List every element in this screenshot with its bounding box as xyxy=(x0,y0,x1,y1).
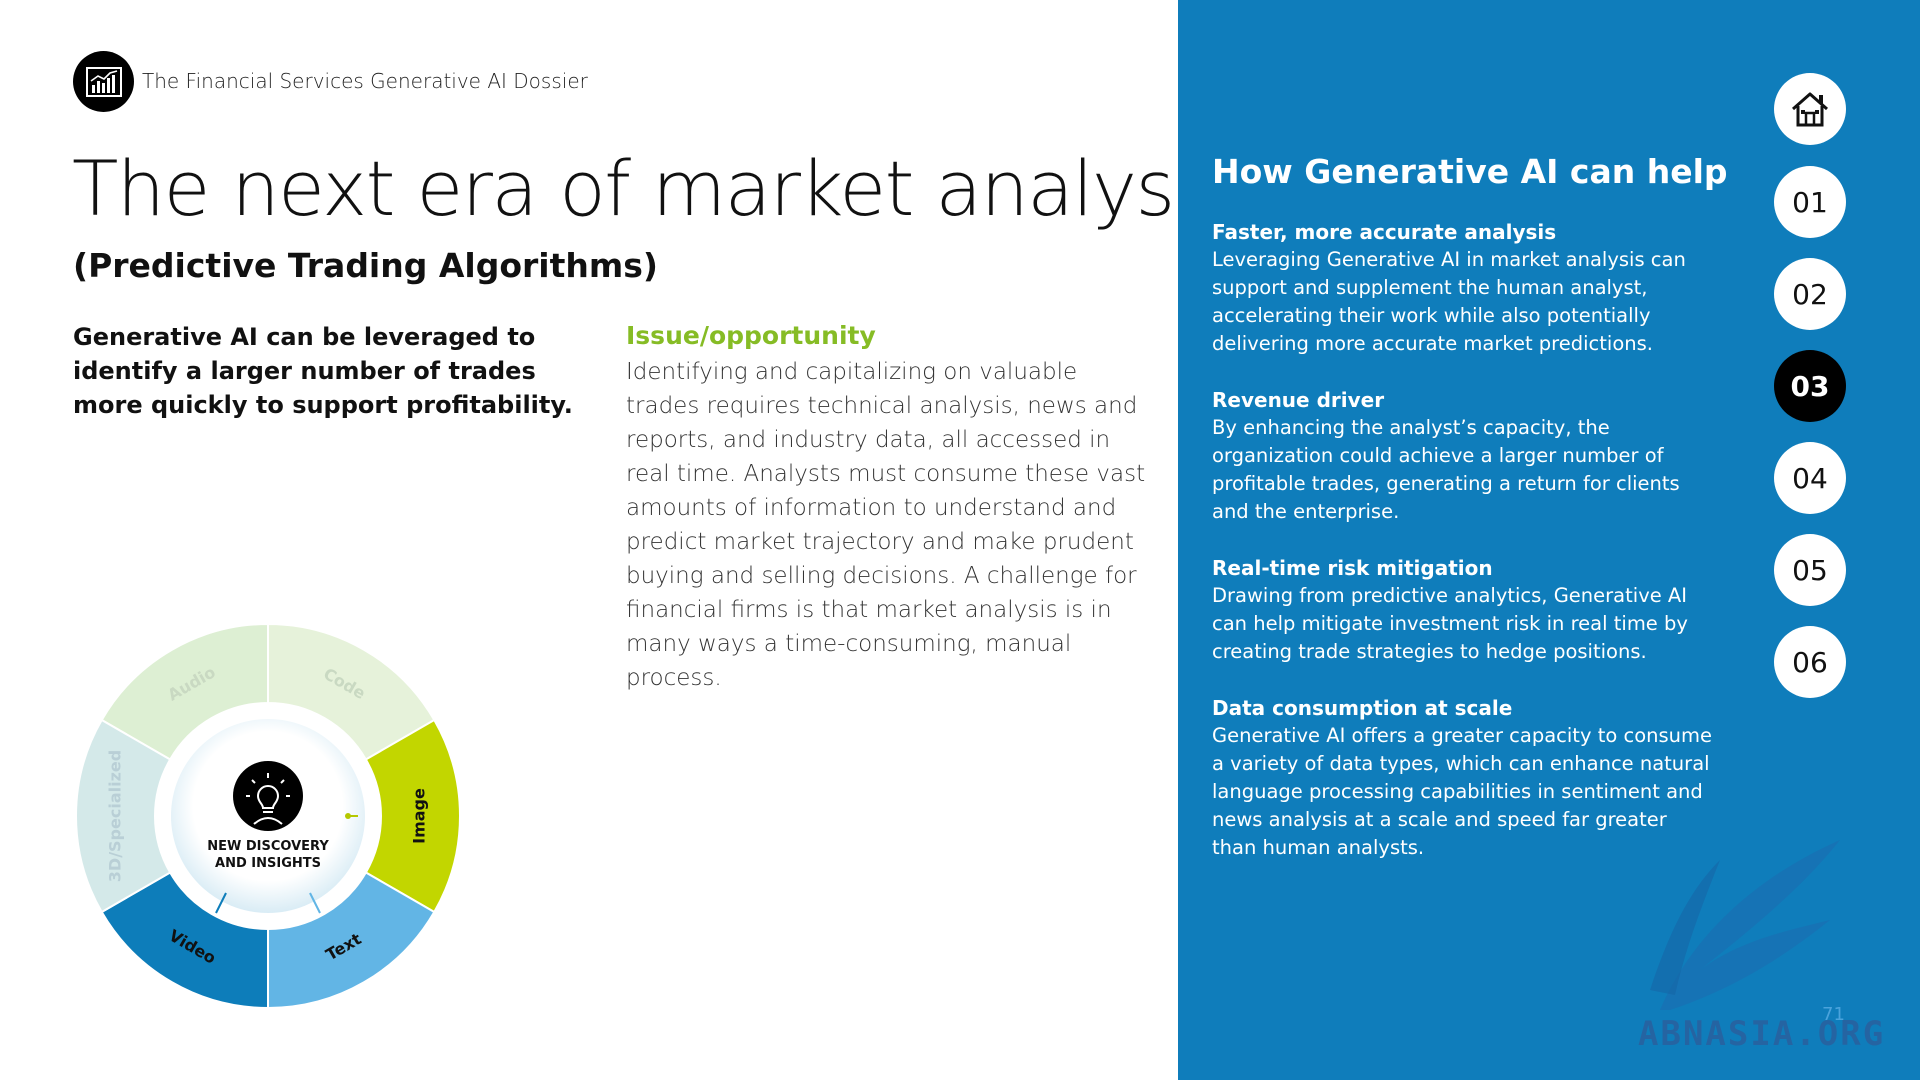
wheel-center-line2: AND INSIGHTS xyxy=(215,856,321,871)
home-button[interactable] xyxy=(1774,73,1846,145)
dossier-logo xyxy=(73,51,134,112)
home-icon xyxy=(1792,92,1828,127)
nav-section-05[interactable]: 05 xyxy=(1774,534,1846,606)
help-item-text: Generative AI offers a greater capacity … xyxy=(1212,724,1712,859)
page-subtitle: (Predictive Trading Algorithms) xyxy=(73,246,658,285)
nav-section-04[interactable]: 04 xyxy=(1774,442,1846,514)
help-item-text: By enhancing the analyst’s capacity, the… xyxy=(1212,416,1680,523)
wheel-label-image: Image xyxy=(410,788,429,844)
feather-graphic xyxy=(1650,840,1840,1010)
left-content-area: The Financial Services Generative AI Dos… xyxy=(72,51,1233,1010)
page-title: The next era of market analysis xyxy=(72,144,1233,233)
issue-text: Identifying and capitalizing on valuable… xyxy=(626,359,1146,691)
dossier-title: The Financial Services Generative AI Dos… xyxy=(142,69,588,93)
page-number: 71 xyxy=(1822,1004,1845,1025)
help-item-faster-analysis: Faster, more accurate analysis Leveragin… xyxy=(1212,218,1712,358)
help-item-heading: Real-time risk mitigation xyxy=(1212,556,1493,580)
help-item-text: Drawing from predictive analytics, Gener… xyxy=(1212,584,1688,663)
wheel-center-line1: NEW DISCOVERY xyxy=(207,839,329,854)
help-item-risk-mitigation: Real-time risk mitigation Drawing from p… xyxy=(1212,554,1712,666)
lead-statement: Generative AI can be leveraged to identi… xyxy=(73,323,573,419)
help-item-heading: Revenue driver xyxy=(1212,388,1385,412)
nav-section-03[interactable]: 03 xyxy=(1774,350,1846,422)
data-types-wheel: NEW DISCOVERY AND INSIGHTS Audio CodeImag… xyxy=(75,622,461,1010)
watermark-text: ABNASIA.ORG xyxy=(1638,1014,1886,1054)
lightbulb-icon xyxy=(233,761,303,831)
issue-heading: Issue/opportunity xyxy=(626,321,876,350)
help-item-revenue-driver: Revenue driver By enhancing the analyst’… xyxy=(1212,386,1712,526)
bar-chart-icon xyxy=(85,66,122,97)
nav-section-02[interactable]: 02 xyxy=(1774,258,1846,330)
wheel-label-3d-specialized: 3D/Specialized xyxy=(106,750,125,882)
help-title: How Generative AI can help xyxy=(1212,152,1728,191)
nav-section-06[interactable]: 06 xyxy=(1774,626,1846,698)
help-item-heading: Data consumption at scale xyxy=(1212,696,1513,720)
help-item-text: Leveraging Generative AI in market analy… xyxy=(1212,248,1686,355)
help-item-heading: Faster, more accurate analysis xyxy=(1212,220,1557,244)
help-item-data-consumption: Data consumption at scale Generative AI … xyxy=(1212,694,1712,862)
nav-section-01[interactable]: 01 xyxy=(1774,166,1846,238)
